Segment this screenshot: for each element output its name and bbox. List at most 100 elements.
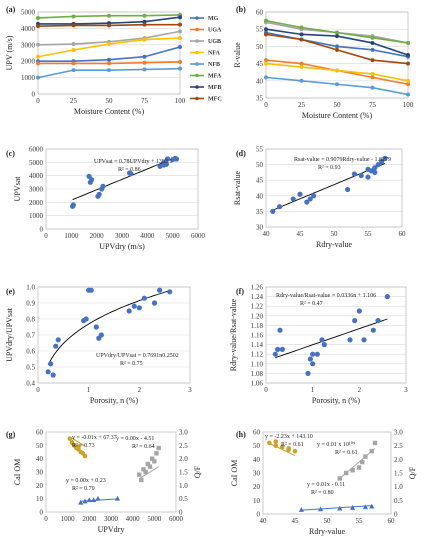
b-data-point <box>264 61 268 66</box>
h-data-point <box>344 470 349 476</box>
a-xtick-label: 25 <box>70 97 78 105</box>
a-data-point <box>71 14 76 19</box>
g-ytick-label: 60 <box>36 429 44 437</box>
b-data-point <box>370 71 375 76</box>
a-ytick-label: 5000 <box>21 9 36 17</box>
panel-label-h: (h) <box>236 430 246 439</box>
e-xtick-label: 1 <box>87 386 91 394</box>
f-data-point <box>275 346 281 352</box>
b-data-point <box>370 47 375 52</box>
d-ytick-label: 30 <box>256 224 264 232</box>
b-data-point <box>406 61 410 66</box>
c-data-point <box>128 171 134 177</box>
e-data-point <box>167 289 173 295</box>
h-data-point <box>267 440 272 446</box>
f-ytick-label: 1.14 <box>251 341 264 349</box>
panel-c: (c) 0 1000 2000 3000 4000 5000 6000 0 1000 2000 300… <box>6 146 206 252</box>
f-xtick-label: 3 <box>404 386 408 394</box>
h-data-point <box>318 506 324 512</box>
h-plot-frame <box>262 431 392 515</box>
f-plot-frame <box>265 286 407 384</box>
b-ytick-label: 35 <box>256 95 264 103</box>
h-y2tick-label: 2.5 <box>394 442 403 450</box>
panel-label-b: (b) <box>236 5 246 14</box>
panel-a: (a) 0 1000 2000 3000 4000 5000 0 25 50 75 100 Moistu… <box>5 5 222 116</box>
h-xaxis-label: Rdry-value <box>309 527 345 536</box>
panel-e: (e) 0.4 0.5 0.6 0.7 0.8 0.9 1.0 0 1 2 3 Porosity, n … <box>5 284 192 406</box>
a-xaxis-label: Moisture Content (%) <box>74 107 145 116</box>
f-ytick-label: 1.12 <box>251 351 264 359</box>
g-data-point <box>149 456 155 461</box>
c-ytick-label: 0 <box>40 226 44 234</box>
f-data-point <box>321 342 327 348</box>
c-ytick-label: 6000 <box>29 146 44 154</box>
c-xtick-label: 6000 <box>191 232 206 240</box>
d-ytick-label: 50 <box>256 161 264 169</box>
f-xtick-label: 2 <box>358 386 362 394</box>
a-data-point <box>71 23 76 28</box>
d-ytick-label: 35 <box>256 208 264 216</box>
h-data-point <box>360 459 365 465</box>
h-data-point <box>372 440 378 446</box>
a-data-point <box>71 61 76 66</box>
f-data-point <box>356 308 362 314</box>
h-annotation: R² = 0.80 <box>311 490 334 496</box>
g-plot-frame <box>45 431 177 513</box>
c-xtick-label: 5000 <box>166 232 181 240</box>
f-data-point <box>305 370 311 376</box>
g-y2tick-label: 3.0 <box>179 429 188 437</box>
g-y2axis-label: Q/F <box>193 465 202 478</box>
f-data-point <box>384 294 390 300</box>
d-xtick-label: 60 <box>399 230 407 238</box>
e-data-point <box>141 295 147 301</box>
g-y2tick-label: 0.5 <box>179 495 188 503</box>
e-data-point <box>48 361 54 367</box>
a-data-point <box>107 61 111 66</box>
f-ytick-label: 1.06 <box>251 380 264 388</box>
b-data-point <box>406 78 410 83</box>
e-data-point <box>53 343 59 349</box>
e-data-point <box>151 300 158 306</box>
b-data-point <box>370 58 375 63</box>
f-data-point <box>375 318 381 324</box>
f-xtick-label: 0 <box>264 386 268 394</box>
b-data-point <box>335 47 339 52</box>
b-data-point <box>299 65 304 70</box>
a-data-point <box>71 68 76 73</box>
e-yaxis-label: UPVdry/UPVsat <box>5 307 14 362</box>
a-xtick-label: 75 <box>141 97 149 105</box>
g-xtick-label: 1000 <box>61 515 76 523</box>
h-ytick-label: 60 <box>253 429 261 437</box>
g-data-point <box>76 444 81 449</box>
e-data-point <box>136 305 142 311</box>
e-ytick-label: 1.0 <box>26 284 35 292</box>
legend-marker <box>195 50 199 55</box>
f-data-point <box>319 337 325 343</box>
f-data-point <box>277 327 283 333</box>
a-xtick-label: 50 <box>106 97 114 105</box>
f-ytick-label: 1.20 <box>251 312 264 320</box>
f-data-point <box>347 337 353 343</box>
e-ytick-label: 0.7 <box>26 332 35 340</box>
a-data-point <box>107 57 111 62</box>
b-data-point <box>299 32 304 37</box>
panel-label-g: (g) <box>6 430 16 439</box>
h-y2tick-label: 3.0 <box>394 429 403 437</box>
h-xtick-label: 50 <box>324 517 332 525</box>
e-annotation: R² = 0.75 <box>120 361 143 367</box>
h-data-point <box>298 507 304 512</box>
c-xtick-label: 3000 <box>115 232 130 240</box>
h-y2tick-label: 0 <box>394 511 398 519</box>
c-xtick-label: 1000 <box>64 232 79 240</box>
g-xtick-label: 5000 <box>147 515 162 523</box>
a-data-point <box>178 66 182 71</box>
c-annotation: R² = 0.86 <box>118 167 141 173</box>
panel-label-c: (c) <box>6 149 15 158</box>
legend-marker <box>195 96 199 101</box>
a-data-point <box>142 67 147 72</box>
f-annotation: Rdry-value/Rsat-value = 0.0336n + 1.106 <box>276 293 376 299</box>
a-data-point <box>107 13 111 18</box>
panel-label-d: (d) <box>236 149 246 158</box>
panel-label-a: (a) <box>6 5 16 14</box>
a-data-point <box>178 36 182 41</box>
